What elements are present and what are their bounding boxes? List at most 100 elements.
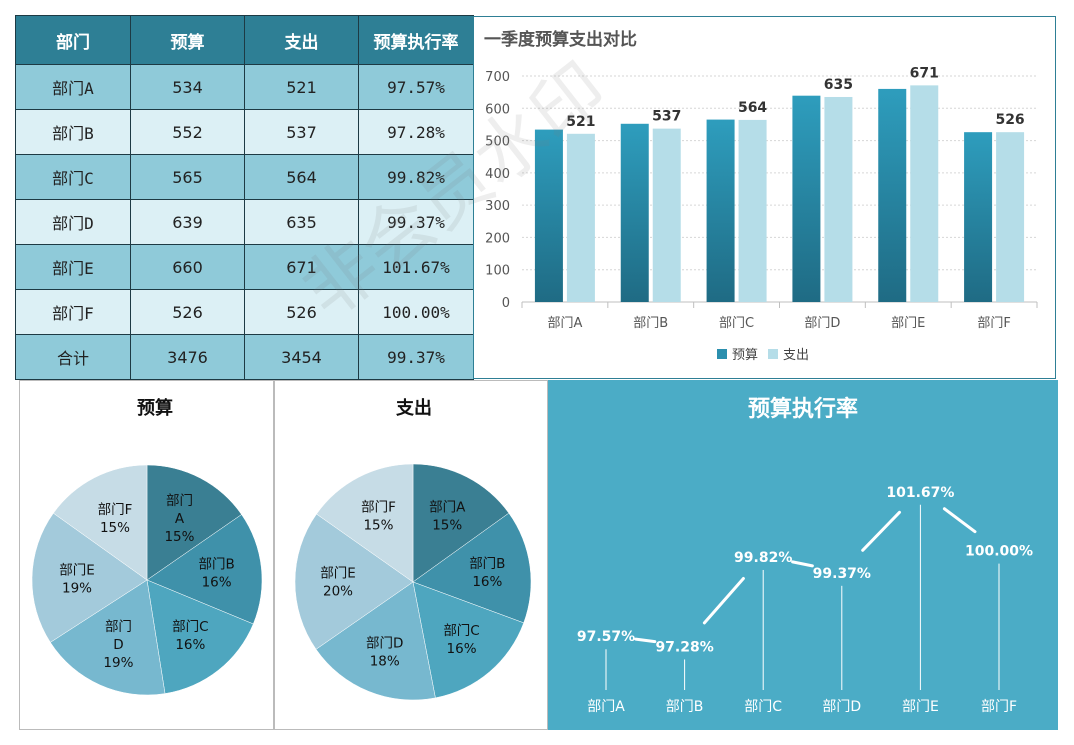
cell-dept: 部门B	[15, 109, 131, 155]
pie-slice-label-line: 部门C	[172, 619, 208, 635]
cell-expense: 635	[244, 199, 359, 245]
pie-slice	[146, 464, 242, 581]
data-label-expense: 521	[566, 114, 595, 130]
cell-dept: 部门D	[15, 199, 131, 245]
cell-budget: 534	[130, 64, 245, 110]
cell-expense: 526	[244, 289, 359, 335]
pie-slice	[412, 581, 525, 699]
y-tick-label: 200	[485, 231, 510, 246]
cell-dept: 部门F	[15, 289, 131, 335]
pie-slice-label-line: 部门C	[443, 623, 479, 639]
rate-data-label: 101.67%	[886, 485, 954, 501]
cell-total-budget: 3476	[130, 334, 245, 380]
budget-table: 部门 预算 支出 预算执行率 部门A 534 521 97.57% 部门B 55…	[15, 15, 474, 380]
rate-chart-panel: 预算执行率 97.57% 部门A 97.28% 部门B 99.82% 部门C 99.37% 部…	[548, 380, 1058, 730]
expense-pie-panel: 支出 部门A 15% 部门B 16% 部门C 16% 部门D 18% 部门E 20% 部门F 15%	[274, 380, 548, 730]
cell-dept: 部门C	[15, 154, 131, 200]
cell-total-label: 合计	[15, 334, 131, 380]
cell-expense: 564	[244, 154, 359, 200]
bar-expense	[996, 132, 1025, 302]
pie-slice-label-line: 部门A	[429, 499, 466, 515]
expense-pie-title: 支出	[395, 397, 432, 419]
pie-slice-label-line: 20%	[323, 584, 353, 600]
pie-slice-label-line: D	[113, 637, 123, 653]
rate-line-segment	[791, 560, 814, 568]
table-row: 部门D 639 635 99.37%	[15, 199, 474, 245]
x-tick-label: 部门B	[633, 316, 668, 331]
bar-expense	[738, 119, 767, 302]
header-expense: 支出	[244, 15, 359, 65]
pie-slice-label-line: 部门D	[366, 635, 403, 651]
cell-budget: 565	[130, 154, 245, 200]
pie-slice-label-line: 19%	[62, 580, 92, 596]
pie-slice-label-line: 部门B	[198, 557, 234, 573]
pie-slice-label: 部门F 15%	[361, 499, 396, 533]
x-tick-label: 部门C	[719, 316, 754, 331]
pie-slice	[146, 514, 263, 625]
x-tick-label: 部门E	[902, 699, 939, 715]
x-tick-label: 部门D	[822, 699, 861, 715]
pie-slice-label: 部门F 15%	[98, 502, 133, 536]
data-label-expense: 526	[995, 112, 1024, 128]
cell-rate: 99.82%	[358, 154, 474, 200]
cell-total-expense: 3454	[244, 334, 359, 380]
table-row: 部门B 552 537 97.28%	[15, 109, 474, 155]
pie-slice-label: 部门B 16%	[469, 556, 505, 590]
pie-slice	[50, 579, 166, 696]
pie-slice	[146, 579, 254, 694]
data-label-expense: 537	[652, 109, 681, 125]
x-tick-label: 部门E	[891, 316, 925, 331]
pie-slice-label: 部门A 15%	[429, 499, 466, 533]
rate-line-segment	[634, 637, 657, 644]
cell-rate: 101.67%	[358, 244, 474, 290]
pie-slice-label-line: 15%	[100, 520, 130, 536]
legend-swatch-budget	[717, 349, 727, 359]
data-label-expense: 564	[738, 100, 767, 116]
cell-budget: 552	[130, 109, 245, 155]
rate-data-label: 97.57%	[577, 629, 635, 645]
pie-slice	[53, 464, 148, 581]
rate-line-segment	[702, 577, 745, 625]
cell-budget: 660	[130, 244, 245, 290]
header-dept: 部门	[15, 15, 131, 65]
table-total-row: 合计 3476 3454 99.37%	[15, 334, 474, 380]
pie-slice	[316, 463, 414, 583]
pie-slice-label-line: 16%	[175, 637, 205, 653]
rate-data-label: 99.37%	[813, 566, 871, 582]
rate-line-chart: 预算执行率 97.57% 部门A 97.28% 部门B 99.82% 部门C 99.37% 部…	[577, 396, 1033, 715]
pie-slice-label-line: A	[175, 511, 185, 527]
expense-pie-chart: 支出 部门A 15% 部门B 16% 部门C 16% 部门D 18% 部门E 20% 部门F 15%	[294, 397, 532, 701]
bar-budget	[620, 123, 649, 302]
y-tick-label: 0	[502, 296, 510, 311]
cell-dept: 部门A	[15, 64, 131, 110]
cell-rate: 97.57%	[358, 64, 474, 110]
pie-slice-label: 部门C 16%	[443, 623, 479, 657]
legend-label-budget: 预算	[732, 348, 758, 363]
pie-slice	[412, 463, 510, 583]
bar-expense	[824, 96, 853, 302]
y-tick-label: 700	[485, 70, 510, 85]
x-tick-label: 部门B	[666, 699, 704, 715]
pie-slice-label-line: 18%	[370, 653, 400, 669]
pie-slice-label: 部门B 16%	[198, 557, 234, 591]
y-tick-label: 400	[485, 167, 510, 182]
bar-budget	[878, 88, 907, 303]
rate-chart-title: 预算执行率	[748, 396, 858, 422]
x-tick-label: 部门F	[981, 699, 1017, 715]
pie-slice-label-line: 16%	[472, 574, 502, 590]
cell-budget: 639	[130, 199, 245, 245]
cell-rate: 100.00%	[358, 289, 474, 335]
pie-slice	[412, 512, 532, 624]
pie-slice-label-line: 15%	[363, 517, 393, 533]
pie-slice-label-line: 15%	[432, 517, 462, 533]
cell-expense: 671	[244, 244, 359, 290]
data-label-expense: 635	[824, 77, 853, 93]
pie-slice-label-line: 部门	[166, 493, 193, 509]
x-tick-label: 部门A	[547, 316, 582, 331]
pie-slice-label-line: 16%	[447, 641, 477, 657]
pie-slice-label-line: 部门F	[361, 499, 396, 515]
x-tick-label: 部门F	[977, 316, 1010, 331]
pie-slice-label: 部门 D 19%	[103, 619, 133, 671]
table-row: 部门E 660 671 101.67%	[15, 244, 474, 290]
budget-pie-panel: 预算 部门 A 15% 部门B 16% 部门C 16% 部门 D 19% 部门E 19% 部门F 15%	[19, 380, 274, 730]
